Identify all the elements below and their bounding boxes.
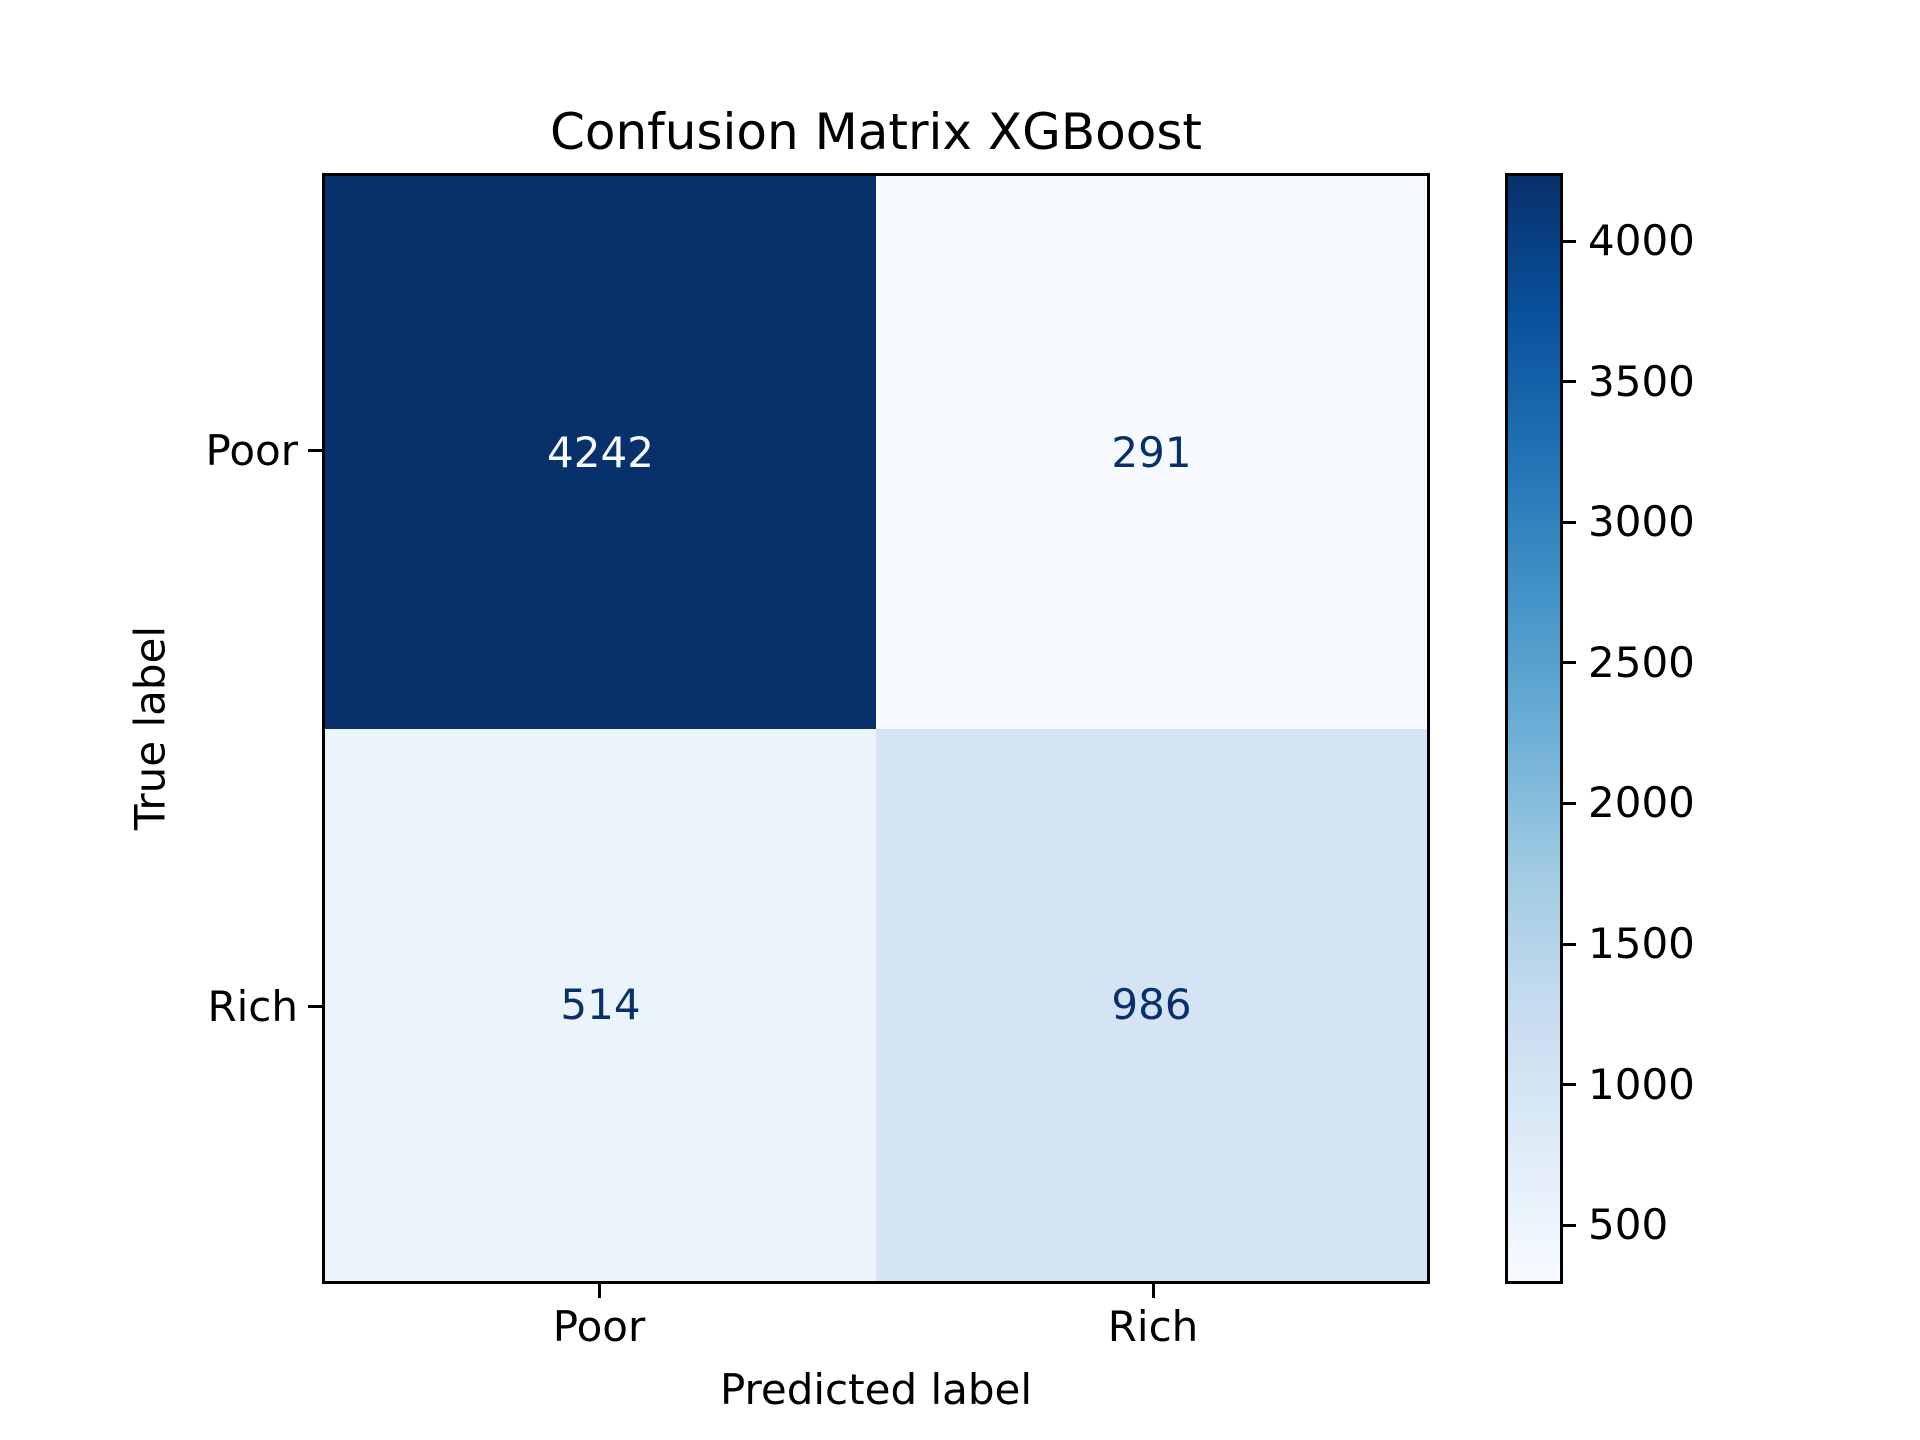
x-tick-label-rich: Rich <box>1107 1302 1199 1351</box>
y-tick-label-poor: Poor <box>205 426 299 475</box>
colorbar-tick-mark <box>1562 1083 1576 1087</box>
colorbar-tick-mark <box>1562 661 1576 665</box>
cell-value: 986 <box>1111 980 1192 1030</box>
colorbar-tick-label: 2500 <box>1588 637 1695 687</box>
cell-value: 514 <box>560 980 641 1030</box>
colorbar-tick-label: 4000 <box>1588 216 1695 266</box>
cell-value: 291 <box>1111 427 1192 477</box>
colorbar-tick-label: 2000 <box>1588 778 1695 828</box>
y-tick-mark-poor <box>308 449 322 452</box>
colorbar-tick-mark <box>1562 942 1576 946</box>
colorbar <box>1505 173 1563 1284</box>
colorbar-tick-label: 3500 <box>1588 356 1695 406</box>
colorbar-tick-mark <box>1562 520 1576 524</box>
x-tick-mark-rich <box>1152 1284 1155 1298</box>
colorbar-tick-mark <box>1562 801 1576 805</box>
colorbar-tick-label: 1500 <box>1588 919 1695 969</box>
matrix-cell-true-poor-pred-poor: 4242 <box>325 176 876 729</box>
matrix-cell-true-rich-pred-rich: 986 <box>876 728 1427 1281</box>
colorbar-tick-label: 3000 <box>1588 497 1695 547</box>
y-tick-label-rich: Rich <box>207 982 298 1031</box>
y-tick-mark-rich <box>308 1005 322 1008</box>
colorbar-tick-label: 500 <box>1588 1200 1669 1250</box>
y-axis-label: True label <box>125 625 175 831</box>
x-axis-label: Predicted label <box>719 1365 1033 1414</box>
x-tick-mark-poor <box>598 1284 601 1298</box>
colorbar-tick-mark <box>1562 239 1576 243</box>
colorbar-tick-mark <box>1562 380 1576 384</box>
confusion-matrix-heatmap: 4242 291 514 986 <box>322 173 1430 1284</box>
matrix-cell-true-rich-pred-poor: 514 <box>325 728 876 1281</box>
matrix-cell-true-poor-pred-rich: 291 <box>876 176 1427 729</box>
cell-value: 4242 <box>547 427 654 477</box>
x-tick-label-poor: Poor <box>552 1302 646 1351</box>
colorbar-tick-label: 1000 <box>1588 1059 1695 1109</box>
colorbar-tick-mark <box>1562 1223 1576 1227</box>
chart-title: Confusion Matrix XGBoost <box>549 103 1203 161</box>
